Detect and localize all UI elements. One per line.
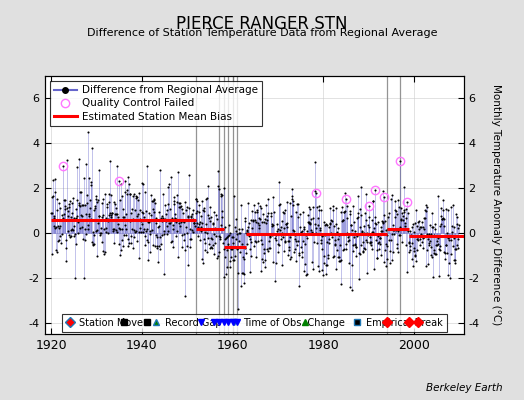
Text: PIERCE RANGER STN: PIERCE RANGER STN xyxy=(176,15,348,33)
Legend: Station Move, Record Gap, Time of Obs. Change, Empirical Break: Station Move, Record Gap, Time of Obs. C… xyxy=(62,314,446,332)
Text: Berkeley Earth: Berkeley Earth xyxy=(427,383,503,393)
Text: Difference of Station Temperature Data from Regional Average: Difference of Station Temperature Data f… xyxy=(87,28,437,38)
Y-axis label: Monthly Temperature Anomaly Difference (°C): Monthly Temperature Anomaly Difference (… xyxy=(491,84,501,326)
